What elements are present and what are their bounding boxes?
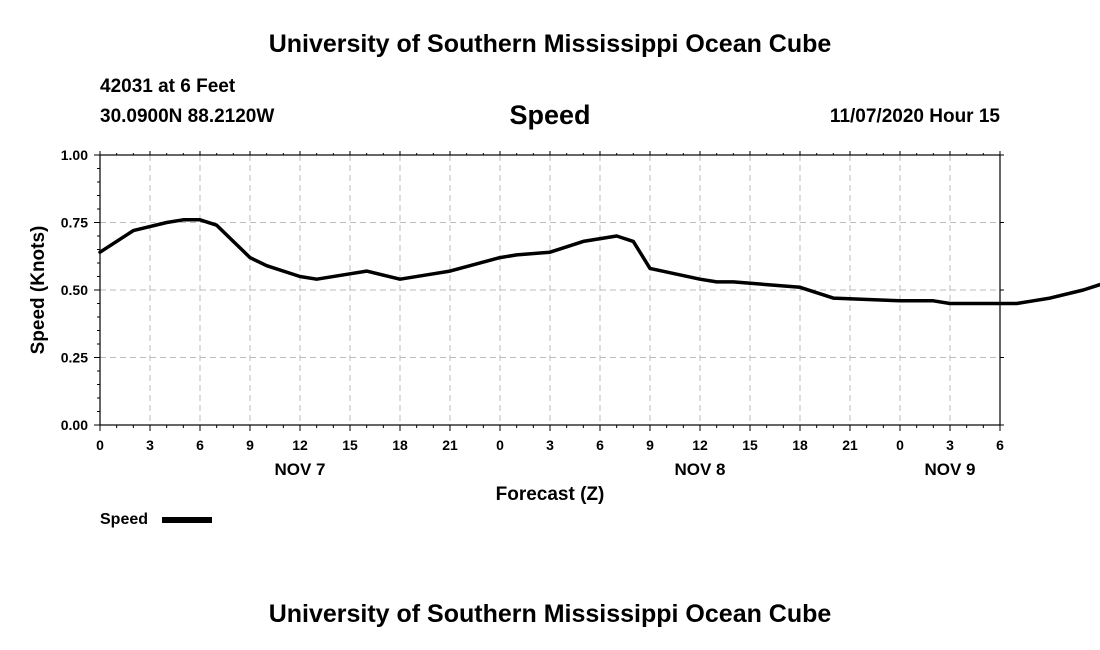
plot-frame	[99, 154, 1001, 426]
x-tick-label: 15	[742, 437, 758, 453]
x-tick-label: 9	[246, 437, 254, 453]
day-label: NOV 8	[674, 460, 725, 479]
x-tick-label: 12	[692, 437, 708, 453]
x-axis-label: Forecast (Z)	[496, 484, 605, 505]
y-tick-label: 1.00	[61, 147, 88, 163]
x-tick-label: 9	[646, 437, 654, 453]
chart-title: Speed	[509, 100, 591, 130]
y-tick-label: 0.25	[61, 350, 88, 366]
x-tick-label: 18	[392, 437, 408, 453]
day-label: NOV 9	[924, 460, 975, 479]
x-tick-label: 0	[496, 437, 504, 453]
station-label: 42031 at 6 Feet	[100, 76, 236, 97]
y-tick-label: 0.00	[61, 417, 88, 433]
x-tick-label: 0	[896, 437, 904, 453]
y-axis-label: Speed (Knots)	[28, 226, 49, 355]
legend-label-speed: Speed	[100, 511, 148, 528]
x-tick-label: 21	[842, 437, 858, 453]
x-tick-label: 18	[792, 437, 808, 453]
x-tick-label: 0	[96, 437, 104, 453]
x-tick-label: 6	[596, 437, 604, 453]
x-tick-label: 6	[996, 437, 1004, 453]
x-tick-label: 6	[196, 437, 204, 453]
x-tick-label: 21	[442, 437, 458, 453]
x-tick-label: 12	[292, 437, 308, 453]
page-title: University of Southern Mississippi Ocean…	[268, 30, 832, 58]
series-line-speed	[98, 218, 1100, 306]
y-tick-label: 0.75	[61, 215, 88, 231]
forecast-timestamp: 11/07/2020 Hour 15	[829, 106, 1000, 127]
x-tick-label: 15	[342, 437, 358, 453]
y-tick-label: 0.50	[61, 282, 88, 298]
x-tick-label: 3	[546, 437, 554, 453]
day-label: NOV 7	[274, 460, 325, 479]
x-tick-label: 3	[946, 437, 954, 453]
coordinates-label: 30.0900N 88.2120W	[100, 106, 275, 127]
x-tick-label: 3	[146, 437, 154, 453]
footer-title: University of Southern Mississippi Ocean…	[268, 600, 832, 628]
